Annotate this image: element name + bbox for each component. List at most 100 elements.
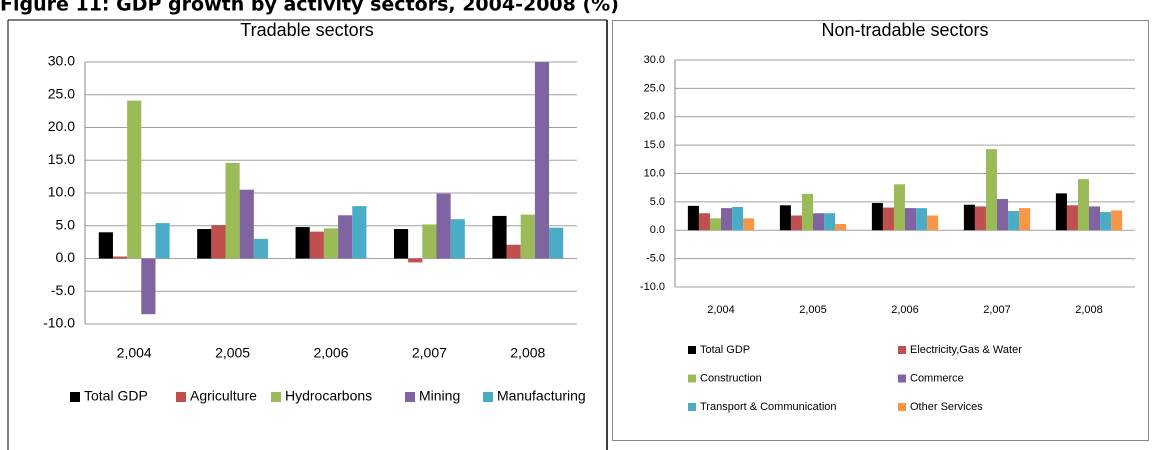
chart-title: Tradable sectors (240, 20, 373, 40)
legend-label: Construction (700, 372, 762, 384)
bar (549, 227, 564, 259)
legend-swatch (898, 374, 906, 383)
legend-label: Commerce (910, 372, 964, 384)
bar (112, 256, 128, 259)
x-tick-label: 2,006 (891, 304, 919, 316)
bar (709, 218, 721, 231)
bar (916, 208, 928, 231)
legend-swatch (898, 346, 906, 354)
legend-label: Mining (419, 388, 460, 404)
y-tick-label: 30.0 (48, 53, 75, 69)
y-tick-label: 5.0 (650, 196, 665, 208)
y-tick-label: 20.0 (644, 111, 665, 123)
bar (1019, 208, 1031, 231)
legend-label: Hydrocarbons (285, 388, 372, 404)
legend-swatch (688, 346, 696, 354)
bar (1008, 210, 1020, 231)
x-tick-label: 2,008 (1075, 304, 1103, 316)
bar (323, 228, 339, 259)
legend-swatch (405, 392, 415, 402)
bar (871, 203, 883, 231)
bar (155, 223, 170, 259)
panel-border (612, 20, 1149, 441)
bar (893, 184, 905, 231)
legend-swatch (898, 403, 906, 411)
bar (239, 189, 254, 259)
bar (1111, 210, 1123, 231)
y-tick-label: 10.0 (644, 167, 665, 179)
y-tick-label: 10.0 (48, 184, 75, 200)
y-tick-label: 30.0 (644, 54, 665, 66)
bar (835, 224, 847, 231)
bar (506, 244, 521, 259)
chart-title: Non-tradable sectors (821, 20, 988, 40)
bar (436, 193, 451, 259)
bar (687, 205, 699, 231)
bar (534, 62, 550, 259)
y-tick-label: 25.0 (644, 82, 665, 94)
y-tick-label: 15.0 (644, 139, 665, 151)
legend-swatch (176, 392, 186, 402)
x-tick-label: 2,007 (983, 304, 1011, 316)
bar (927, 215, 939, 231)
legend-label: Manufacturing (497, 388, 586, 404)
y-tick-label: -5.0 (646, 253, 665, 265)
bar (905, 208, 917, 231)
x-tick-label: 2,004 (117, 345, 152, 361)
y-tick-label: 25.0 (48, 85, 75, 101)
bar (1077, 179, 1089, 231)
y-tick-label: 15.0 (48, 151, 75, 167)
legend-swatch (483, 392, 493, 402)
bar (338, 215, 353, 259)
legend-label: Electricity,Gas & Water (910, 344, 1022, 356)
bar (98, 232, 113, 259)
legend-label: Total GDP (84, 388, 148, 404)
bar (1100, 212, 1112, 231)
bar (141, 258, 156, 315)
y-tick-label: -10.0 (43, 315, 75, 331)
bar (743, 218, 755, 231)
legend-label: Total GDP (700, 344, 750, 356)
bar (779, 205, 791, 231)
legend-swatch (688, 374, 696, 383)
bar (211, 225, 226, 259)
x-tick-label: 2,006 (313, 345, 348, 361)
bar (985, 149, 997, 231)
y-tick-label: -10.0 (640, 281, 665, 293)
bar (997, 199, 1009, 231)
x-tick-label: 2,008 (510, 345, 545, 361)
bar (882, 207, 894, 231)
bar (492, 215, 507, 259)
legend-label: Other Services (910, 401, 983, 413)
x-tick-label: 2,005 (799, 304, 827, 316)
legend-swatch (688, 403, 696, 411)
bar (393, 229, 409, 259)
bar (127, 100, 142, 259)
bar (295, 227, 310, 259)
y-tick-label: 5.0 (56, 216, 76, 232)
bar (450, 219, 465, 259)
bar (974, 206, 986, 231)
x-tick-label: 2,005 (215, 345, 250, 361)
bar (698, 213, 710, 231)
y-tick-label: 0.0 (56, 249, 76, 265)
y-tick-label: -5.0 (51, 282, 75, 298)
x-tick-label: 2,004 (707, 304, 735, 316)
bar (813, 213, 825, 231)
bar (824, 213, 836, 231)
y-tick-label: 0.0 (650, 224, 665, 236)
legend-swatch (271, 392, 281, 402)
bar (801, 193, 813, 231)
bar (197, 229, 212, 259)
bar (1055, 193, 1067, 231)
bar (352, 206, 367, 259)
bar (963, 204, 975, 231)
bar (408, 258, 423, 263)
figure-title: Figure 11: GDP growth by activity sector… (0, 0, 619, 16)
bar (1066, 205, 1078, 231)
bar (520, 214, 535, 259)
bar (721, 208, 733, 231)
x-tick-label: 2,007 (412, 345, 447, 361)
